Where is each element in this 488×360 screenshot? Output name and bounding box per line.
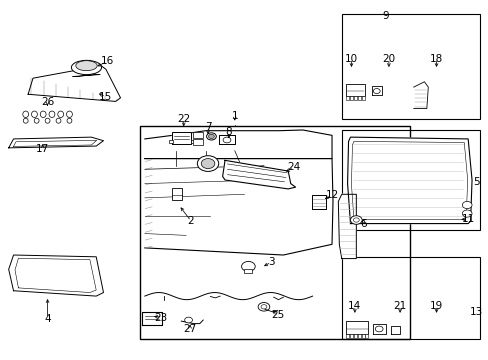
Circle shape	[197, 156, 218, 171]
Text: 16: 16	[101, 57, 114, 66]
Bar	[349, 334, 352, 338]
Polygon shape	[142, 312, 162, 325]
Bar	[346, 96, 348, 100]
Polygon shape	[9, 255, 103, 296]
Circle shape	[184, 317, 192, 323]
Bar	[169, 140, 173, 143]
Text: 24: 24	[287, 162, 300, 172]
Polygon shape	[371, 86, 381, 95]
Bar	[357, 334, 360, 338]
Polygon shape	[390, 327, 399, 334]
Text: 26: 26	[41, 97, 54, 107]
Text: 10: 10	[344, 54, 357, 64]
Bar	[341, 130, 479, 230]
Text: 15: 15	[99, 92, 112, 102]
Text: 4: 4	[44, 314, 51, 324]
Bar	[353, 96, 356, 100]
Polygon shape	[345, 321, 368, 334]
Text: 13: 13	[469, 307, 483, 317]
Circle shape	[208, 134, 214, 139]
Text: 9: 9	[382, 12, 388, 21]
Text: 17: 17	[36, 144, 49, 154]
Polygon shape	[311, 195, 325, 209]
Text: 5: 5	[473, 177, 479, 187]
Polygon shape	[345, 84, 365, 96]
Polygon shape	[338, 194, 356, 258]
Polygon shape	[9, 137, 103, 148]
Text: 20: 20	[382, 54, 395, 64]
Polygon shape	[222, 160, 295, 189]
Text: 7: 7	[204, 122, 211, 132]
Text: 11: 11	[461, 214, 474, 224]
Bar	[361, 334, 364, 338]
Bar	[353, 334, 356, 338]
Text: 25: 25	[270, 310, 284, 320]
Text: 8: 8	[225, 127, 232, 137]
Text: 18: 18	[429, 54, 442, 64]
Bar	[346, 334, 348, 338]
Text: 6: 6	[360, 219, 366, 229]
Polygon shape	[347, 137, 471, 224]
Polygon shape	[219, 135, 234, 144]
Bar	[349, 96, 352, 100]
Bar	[364, 334, 367, 338]
Bar	[193, 139, 203, 145]
Ellipse shape	[71, 60, 102, 75]
Text: 27: 27	[183, 324, 196, 334]
Bar	[193, 132, 203, 138]
Polygon shape	[171, 132, 191, 144]
Bar	[361, 96, 364, 100]
Polygon shape	[28, 66, 120, 102]
Polygon shape	[144, 158, 332, 255]
Bar	[357, 96, 360, 100]
Bar	[244, 269, 252, 273]
Bar	[140, 126, 409, 339]
Text: 2: 2	[187, 216, 194, 226]
Text: 19: 19	[429, 301, 442, 311]
Polygon shape	[372, 324, 385, 334]
Text: 1: 1	[231, 111, 238, 121]
Circle shape	[461, 210, 471, 217]
Circle shape	[206, 133, 216, 140]
Text: 23: 23	[154, 312, 167, 323]
Text: 22: 22	[177, 113, 190, 123]
Circle shape	[350, 216, 362, 224]
Circle shape	[258, 302, 269, 311]
Polygon shape	[144, 130, 331, 158]
Text: 21: 21	[393, 301, 406, 311]
Circle shape	[261, 305, 266, 309]
Circle shape	[461, 202, 471, 208]
Bar	[171, 188, 182, 200]
Bar	[341, 14, 479, 119]
Circle shape	[241, 261, 255, 271]
Text: 14: 14	[347, 301, 361, 311]
Polygon shape	[413, 82, 427, 109]
Text: 12: 12	[325, 190, 338, 200]
Bar	[341, 257, 479, 339]
Bar	[191, 140, 195, 143]
Text: 3: 3	[267, 257, 274, 267]
Circle shape	[201, 158, 214, 168]
Ellipse shape	[76, 61, 97, 71]
